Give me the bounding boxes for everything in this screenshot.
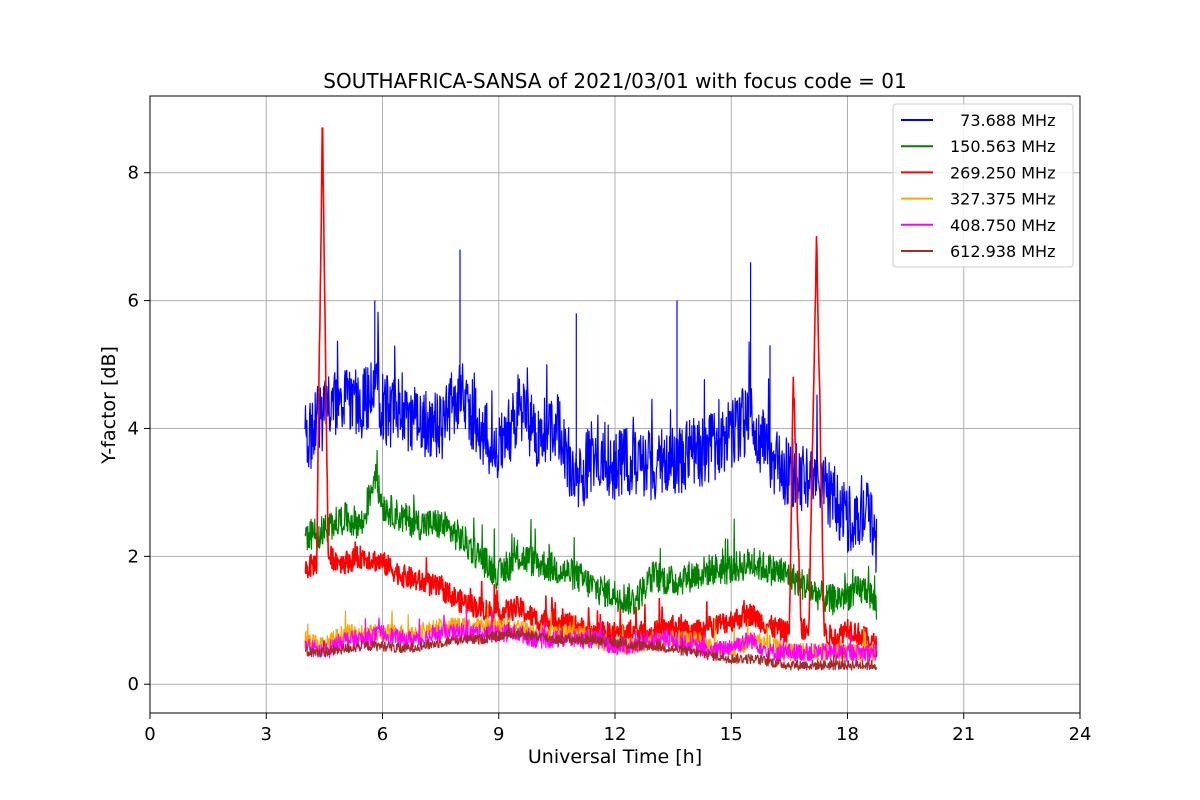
legend-label: 612.938 MHz — [950, 242, 1055, 261]
x-tick-label: 24 — [1069, 724, 1092, 745]
legend-label: 150.563 MHz — [950, 137, 1055, 156]
x-tick-label: 12 — [604, 724, 627, 745]
x-tick-label: 0 — [144, 724, 155, 745]
y-tick-label: 2 — [128, 546, 139, 567]
y-axis-label: Y-factor [dB] — [98, 346, 120, 465]
legend-label: 408.750 MHz — [950, 216, 1055, 235]
series-line — [304, 249, 878, 573]
x-tick-label: 21 — [952, 724, 975, 745]
x-tick-label: 18 — [836, 724, 859, 745]
x-axis-label: Universal Time [h] — [528, 746, 702, 768]
x-tick-label: 9 — [493, 724, 504, 745]
x-tick-label: 6 — [377, 724, 388, 745]
series-line — [304, 622, 878, 671]
y-tick-label: 0 — [128, 674, 139, 695]
y-tick-label: 4 — [128, 418, 139, 439]
legend-label: 73.688 MHz — [950, 111, 1055, 130]
legend: 73.688 MHz 150.563 MHz 269.250 MHz 327.375 … — [892, 103, 1074, 268]
y-tick-label: 8 — [128, 163, 139, 184]
legend-box — [892, 103, 1074, 268]
series-line — [304, 449, 878, 620]
y-tick-label: 6 — [128, 291, 139, 312]
x-tick-label: 15 — [720, 724, 743, 745]
chart-title: SOUTHAFRICA-SANSA of 2021/03/01 with foc… — [323, 69, 907, 93]
legend-label: 269.250 MHz — [950, 163, 1055, 182]
plot-series — [304, 127, 878, 671]
legend-label: 327.375 MHz — [950, 190, 1055, 209]
x-tick-label: 3 — [261, 724, 272, 745]
